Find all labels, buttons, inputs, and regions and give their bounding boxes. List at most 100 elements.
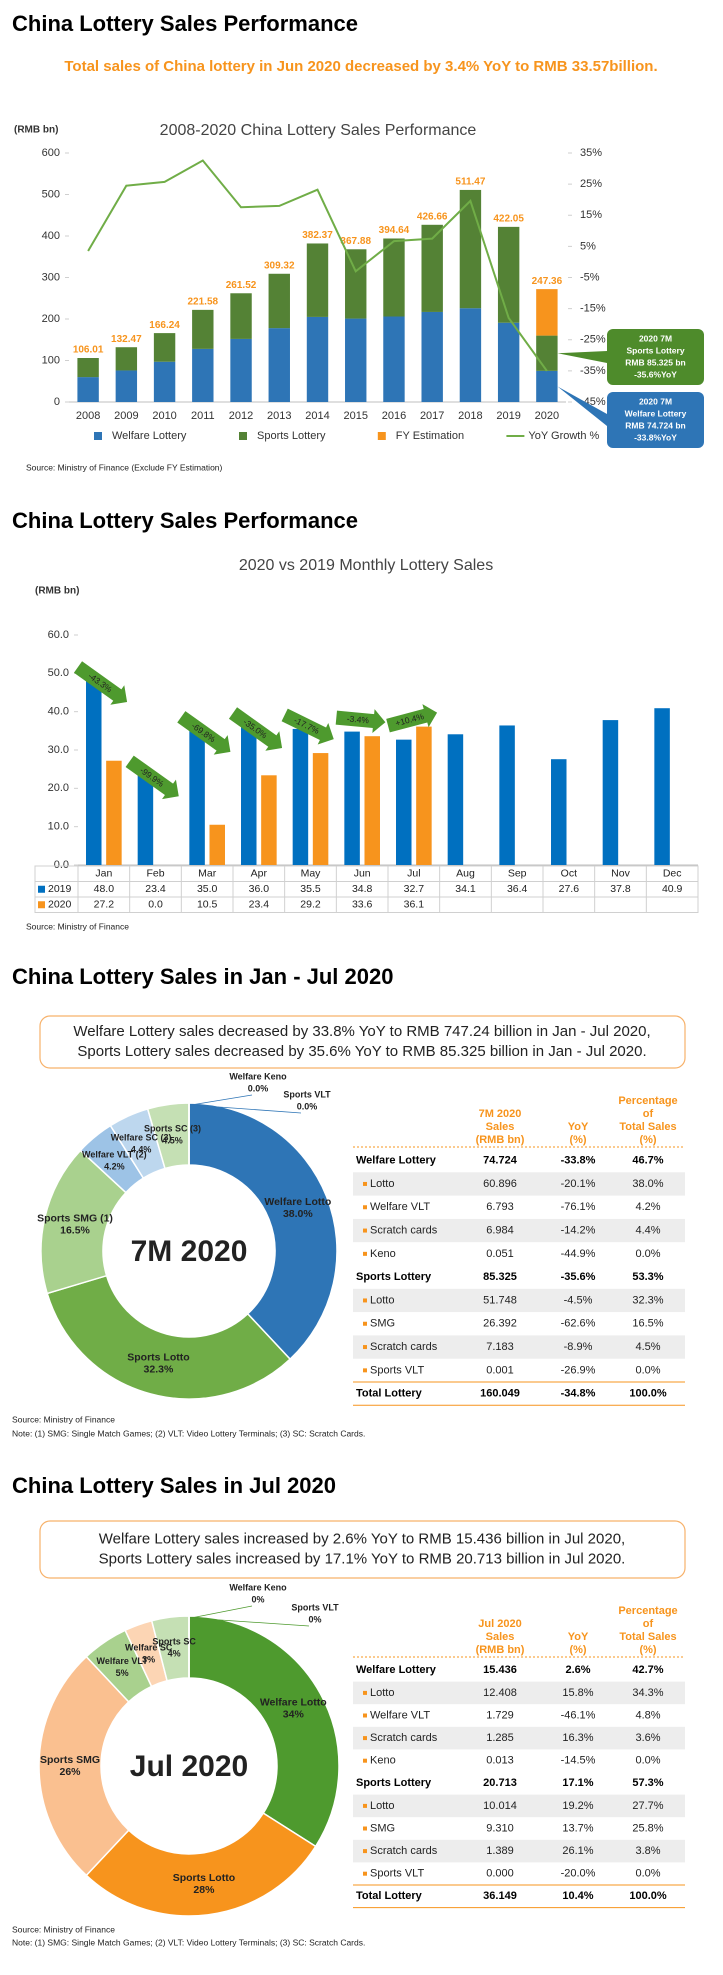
y-tick-label: 50.0 [48, 667, 69, 679]
row-label: Lotto [370, 1294, 394, 1306]
total-label: 511.47 [455, 177, 485, 188]
slice-label: Welfare VLT (2) [82, 1149, 147, 1159]
table-header: Total Sales [619, 1631, 676, 1643]
total-label: 106.01 [73, 345, 104, 356]
donut-slice [188, 1615, 340, 1848]
cell: -20.1% [561, 1178, 596, 1190]
cell: 0.013 [486, 1755, 514, 1767]
cell: 13.7% [562, 1822, 593, 1834]
bar [416, 726, 432, 865]
cell: 15.8% [562, 1687, 593, 1699]
row-label: Sports VLT [370, 1868, 424, 1880]
cell: 1.729 [486, 1709, 514, 1721]
total-label: 382.37 [302, 230, 333, 241]
note: Note: (1) SMG: Single Match Games; (2) V… [12, 1937, 365, 1947]
row-shade [353, 1335, 685, 1359]
x-tick-label: 2010 [152, 410, 176, 422]
bar [241, 727, 257, 865]
cell: 16.3% [562, 1732, 593, 1744]
cell: 16.5% [632, 1318, 663, 1330]
cell: 0.0% [635, 1248, 660, 1260]
row-shade [353, 1218, 685, 1243]
x-tick-label: 2014 [305, 410, 329, 422]
arrow-shape [73, 661, 128, 705]
donut-slice [46, 1274, 292, 1400]
callout-text: -35.6%YoY [634, 369, 677, 379]
x-tick-label: 2013 [267, 410, 291, 422]
y2-tick-label: -25% [580, 334, 606, 346]
bar [189, 730, 205, 865]
table-header: Sales [486, 1121, 515, 1133]
bullet [363, 1228, 367, 1233]
legend-label: 2020 [48, 899, 72, 911]
cell: 19.2% [562, 1800, 593, 1812]
cell: 10.014 [483, 1800, 517, 1812]
bullet [363, 1713, 367, 1718]
y2-tick-label: 25% [580, 178, 602, 190]
row-label: Sports Lottery [356, 1271, 432, 1283]
bar-segment [192, 348, 214, 402]
legend-key [94, 432, 102, 440]
bullet [363, 1758, 367, 1763]
row-label: Scratch cards [370, 1341, 438, 1353]
cell: -35.6% [561, 1271, 596, 1283]
total-label: 261.52 [226, 280, 257, 291]
slice-value: 5% [116, 1668, 129, 1678]
bar [499, 725, 515, 865]
bar [86, 681, 102, 865]
bar-segment [115, 370, 138, 402]
row-label: Scratch cards [370, 1732, 438, 1744]
cell: 0.051 [486, 1248, 514, 1260]
cell: -14.2% [561, 1224, 596, 1236]
slice-value: 4.2% [104, 1161, 125, 1171]
bar [364, 736, 380, 865]
cell: 42.7% [632, 1664, 663, 1676]
total-label: 367.88 [340, 236, 371, 247]
slice-label: Welfare Lotto [260, 1696, 327, 1708]
table-value: 23.4 [249, 899, 270, 911]
table-value: 34.1 [455, 883, 476, 895]
bar-segment [497, 226, 520, 323]
table-header: YoY [568, 1121, 589, 1133]
table-header: Percentage [618, 1095, 677, 1107]
y-tick-label: 600 [42, 147, 60, 159]
y-tick-label: 0.0 [54, 859, 69, 871]
cell: -20.0% [561, 1868, 596, 1880]
x-tick-label: 2011 [191, 410, 215, 422]
bar-segment [383, 238, 405, 317]
total-label: 426.66 [417, 211, 448, 222]
change-arrow: -35.0% [228, 707, 283, 751]
x-tick-label: Jan [95, 868, 112, 880]
leader-line [190, 1104, 302, 1114]
slice-label: Welfare Keno [229, 1582, 287, 1592]
callout-text: RMB 85.325 bn [625, 357, 685, 367]
table-header: Percentage [618, 1605, 677, 1617]
row-label: Keno [370, 1248, 396, 1260]
slice-value: 26% [59, 1766, 81, 1778]
legend-label: YoY Growth % [528, 430, 599, 442]
y-tick-label: 0 [54, 396, 60, 408]
callout-text: -33.8%YoY [634, 432, 677, 442]
slice-value: 32.3% [144, 1364, 174, 1376]
cell: 25.8% [632, 1822, 663, 1834]
cell: 7.183 [486, 1341, 514, 1353]
slice-value: 34% [283, 1708, 305, 1720]
slice-label: Welfare SC (3) [111, 1133, 172, 1143]
cell: 17.1% [562, 1777, 593, 1789]
table-value: 48.0 [94, 883, 115, 895]
summary-box [39, 1520, 686, 1579]
y-tick-label: 40.0 [48, 706, 69, 718]
table-value: 33.6 [352, 899, 373, 911]
bar-segment [153, 361, 176, 402]
table-header: (%) [569, 1134, 586, 1146]
bar-segment [383, 316, 405, 402]
y-tick-label: 300 [42, 271, 60, 283]
bar [396, 739, 412, 865]
arrow-shape [228, 707, 283, 751]
bar-segment [421, 311, 443, 402]
bullet [363, 1849, 367, 1854]
bar-segment [536, 370, 558, 402]
legend-key [38, 885, 45, 893]
bar-segment [230, 338, 252, 402]
bullet [363, 1736, 367, 1741]
